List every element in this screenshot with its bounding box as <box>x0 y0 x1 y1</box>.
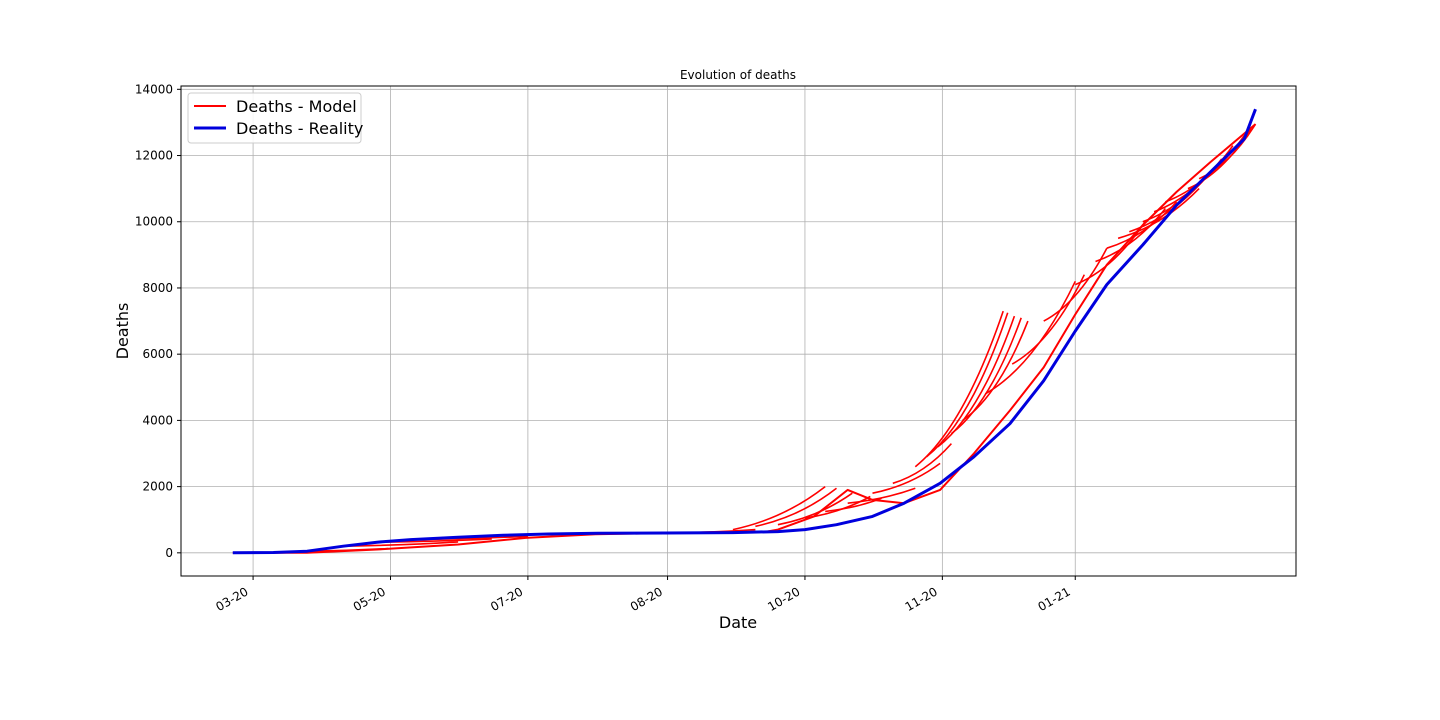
model-forecast-line <box>926 312 1009 458</box>
model-forecast-line <box>984 280 1077 395</box>
model-forecast-line <box>1011 274 1086 365</box>
y-tick-label: 0 <box>165 546 173 560</box>
x-axis-label: Date <box>719 613 757 632</box>
legend-reality-label: Deaths - Reality <box>236 119 363 138</box>
legend-model-label: Deaths - Model <box>236 97 357 116</box>
model-series-line <box>232 123 1257 554</box>
chart-title: Evolution of deaths <box>680 68 796 82</box>
reality-series-line <box>232 108 1257 555</box>
model-forecast-line <box>872 462 941 494</box>
model-forecast-line <box>950 317 1022 435</box>
series-layer <box>232 108 1257 555</box>
y-tick-label: 2000 <box>142 480 173 494</box>
model-forecast-line <box>1095 208 1167 263</box>
model-forecast-line <box>962 320 1029 422</box>
model-forecast-line <box>755 487 837 528</box>
model-forecast-line <box>892 443 952 485</box>
model-forecast-line <box>847 487 916 504</box>
model-forecast-line <box>1117 188 1200 240</box>
y-axis-label: Deaths <box>113 303 132 360</box>
y-tick-label: 12000 <box>135 149 173 163</box>
y-tick-label: 6000 <box>142 347 173 361</box>
model-forecast-line <box>937 315 1016 448</box>
y-tick-label: 14000 <box>135 82 173 96</box>
legend-box <box>187 92 362 144</box>
y-tick-label: 4000 <box>142 413 173 427</box>
y-tick-label: 10000 <box>135 215 173 229</box>
model-forecast-line <box>732 485 826 531</box>
plot-frame <box>180 85 1297 577</box>
legend: Deaths - Model Deaths - Reality <box>187 92 363 144</box>
y-tick-label: 8000 <box>142 281 173 295</box>
